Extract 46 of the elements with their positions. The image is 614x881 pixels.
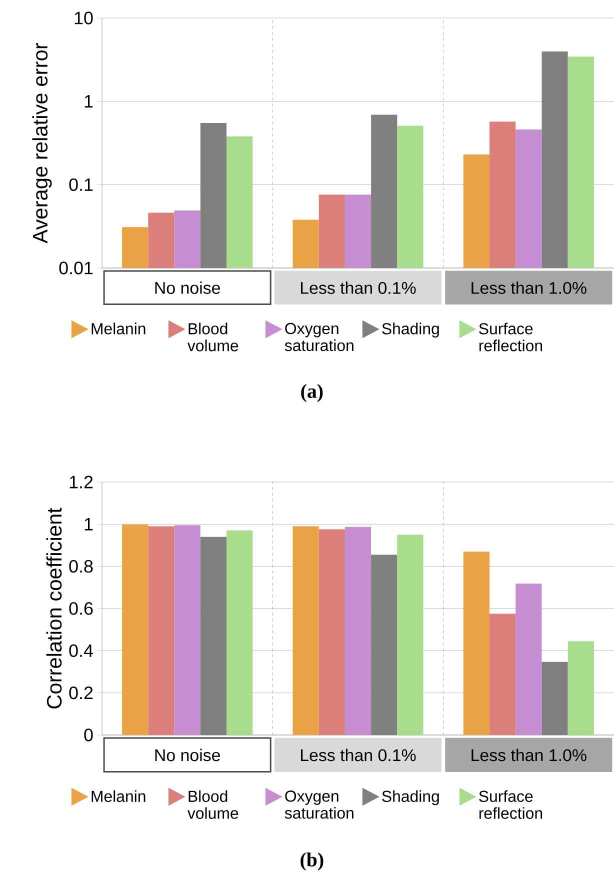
bar — [226, 530, 253, 736]
bar — [200, 536, 227, 736]
bar — [568, 641, 594, 736]
y-axis-title: Correlation coefficient — [46, 508, 62, 708]
x-tick-label: Less than 0.1% — [301, 748, 416, 762]
legend-label: Melanin — [92, 790, 146, 802]
y-tick-label: 0.01 — [59, 262, 93, 274]
bar — [148, 526, 174, 736]
x-tick-label: Less than 1.0% — [472, 282, 586, 294]
text: (a) — [301, 384, 323, 402]
y-tick-label: 1.2 — [70, 476, 93, 488]
y-tick-label: 1 — [84, 518, 93, 530]
bar — [516, 584, 542, 736]
legend-label: Oxygen saturation — [284, 790, 354, 819]
legend-label: Melanin — [92, 322, 146, 334]
y-tick-label: 0 — [84, 728, 93, 742]
bar — [318, 529, 345, 736]
bar — [542, 662, 568, 736]
legend-label: Surface reflection — [479, 322, 542, 352]
legend-label: Blood volume — [187, 790, 238, 819]
x-tick-label: No noise — [155, 282, 220, 294]
x-tick-label: No noise — [155, 748, 220, 762]
legend-label: Surface reflection — [479, 790, 542, 819]
y-tick-label: 0.4 — [69, 644, 93, 658]
x-tick-label: Less than 0.1% — [301, 282, 416, 294]
bar — [397, 534, 424, 736]
y-tick-label: 1 — [84, 95, 93, 108]
y-tick-label: 0.2 — [69, 686, 93, 700]
bar — [174, 525, 200, 736]
y-tick-label: 0.6 — [69, 602, 93, 615]
y-tick-label: 10 — [74, 12, 93, 24]
x-tick-label: Less than 1.0% — [472, 748, 586, 762]
bar — [371, 554, 398, 736]
text: (b) — [300, 852, 324, 871]
legend-label: Shading — [382, 790, 439, 806]
bar — [122, 524, 148, 736]
y-tick-label: 0.1 — [69, 178, 93, 192]
bar — [490, 614, 516, 736]
y-tick-label: 0.8 — [69, 560, 93, 573]
legend-label: Shading — [382, 322, 439, 338]
legend-label: Oxygen saturation — [284, 322, 354, 352]
y-axis-title: Average relative error — [32, 43, 52, 244]
legend-label: Blood volume — [187, 322, 238, 352]
bar — [344, 526, 372, 736]
bar — [292, 526, 319, 736]
bar — [463, 552, 490, 736]
